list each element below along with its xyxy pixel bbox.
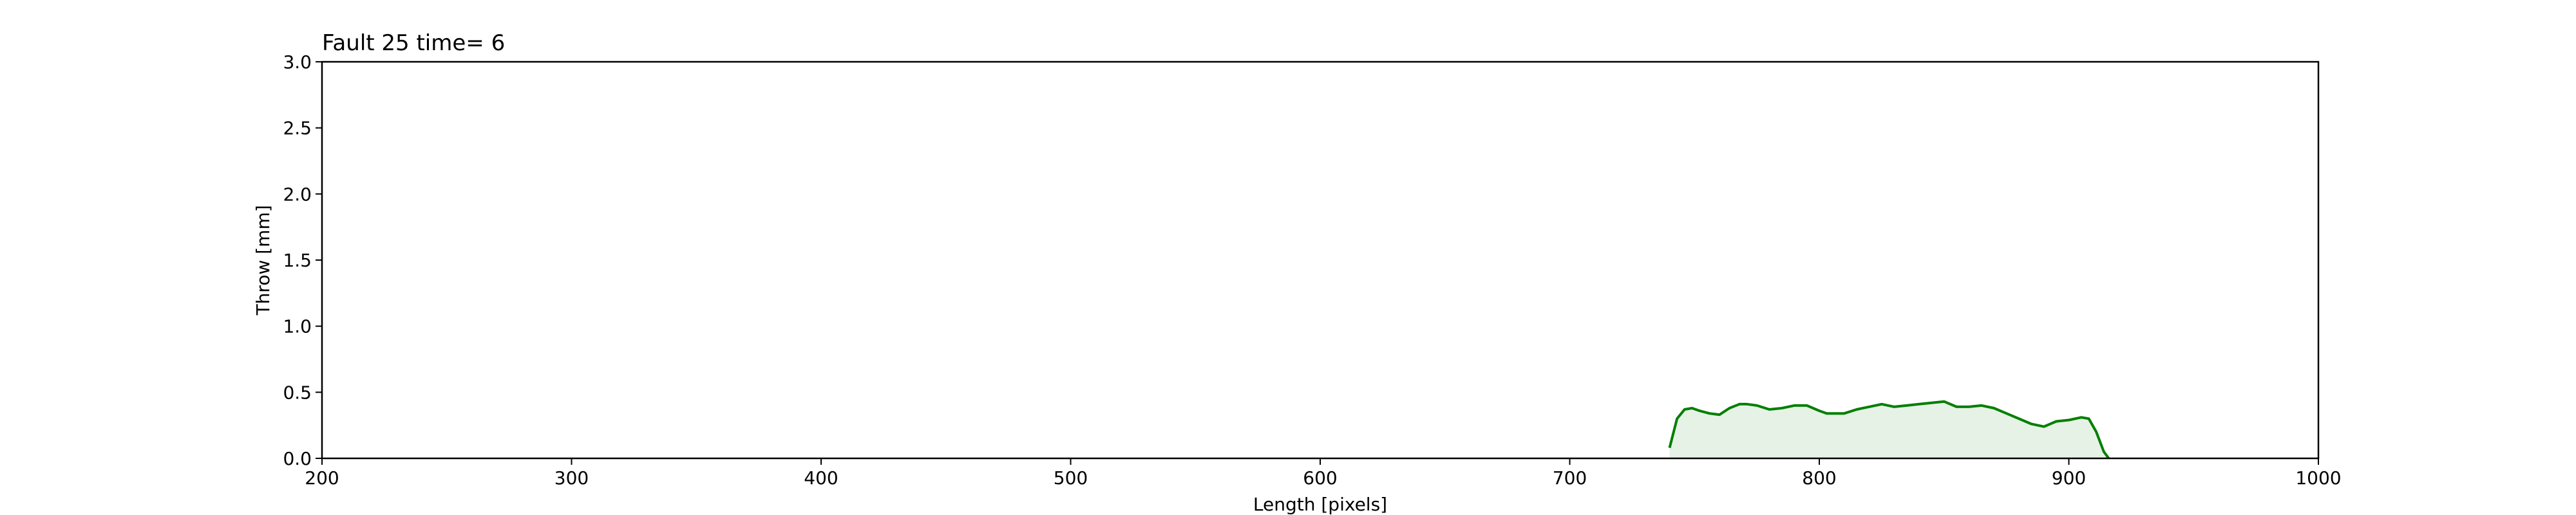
y-tick-label: 1.0 xyxy=(283,316,312,337)
x-tick-label: 600 xyxy=(1303,467,1337,489)
y-tick-label: 0.5 xyxy=(283,382,312,403)
plot-area-frame xyxy=(321,61,2320,460)
throw-profile-line xyxy=(1668,400,2110,460)
y-axis-ticks: 0.0 0.5 1.0 1.5 2.0 2.5 3.0 xyxy=(283,52,322,469)
x-tick-label: 800 xyxy=(1802,467,1836,489)
x-tick-label: 700 xyxy=(1553,467,1587,489)
x-tick-label: 1000 xyxy=(2295,467,2341,489)
x-tick-label: 900 xyxy=(2052,467,2086,489)
y-axis-label: Throw [mm] xyxy=(252,205,274,315)
throw-area-fill xyxy=(1669,401,2109,458)
x-tick-label: 300 xyxy=(554,467,589,489)
y-tick-label: 1.5 xyxy=(283,250,312,271)
x-tick-label: 500 xyxy=(1054,467,1088,489)
y-tick-label: 2.5 xyxy=(283,118,312,139)
x-axis-label: Length [pixels] xyxy=(1253,494,1387,515)
series-layer xyxy=(1668,400,2110,460)
x-tick-label: 400 xyxy=(804,467,838,489)
x-tick-label: 200 xyxy=(305,467,339,489)
x-axis-ticks: 200 300 400 500 600 700 800 900 1000 xyxy=(305,458,2342,489)
y-tick-label: 2.0 xyxy=(283,183,312,205)
y-tick-label: 3.0 xyxy=(283,52,312,73)
y-tick-label: 0.0 xyxy=(283,448,312,469)
chart-title: Fault 25 time= 6 xyxy=(322,30,505,56)
